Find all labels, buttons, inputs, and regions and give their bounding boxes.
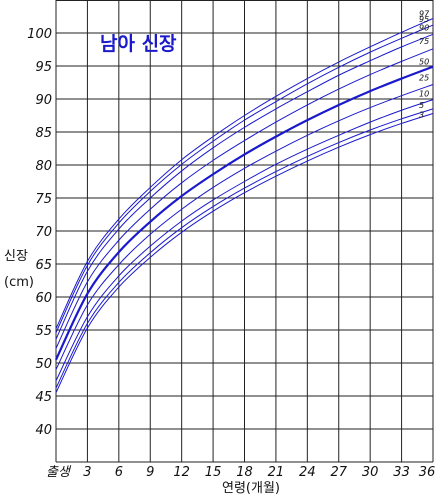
percentile-label-90: 90 — [419, 23, 429, 32]
y-tick-label: 65 — [35, 258, 52, 273]
x-tick-label: 24 — [299, 465, 316, 480]
x-tick-label: 36 — [419, 465, 435, 480]
x-axis-label: 연령(개월) — [222, 481, 280, 496]
y-tick-label: 40 — [35, 423, 52, 438]
y-tick-label: 100 — [27, 27, 52, 42]
x-tick-label: 9 — [146, 465, 154, 480]
chart-title: 남아 신장 — [100, 33, 177, 55]
y-tick-labels: 40 45 50 55 60 65 70 75 80 85 90 95 100 — [27, 27, 52, 438]
y-tick-label: 70 — [35, 225, 52, 240]
percentile-label-75: 75 — [419, 37, 429, 46]
y-axis-unit: (cm) — [4, 275, 34, 290]
y-tick-label: 85 — [35, 126, 52, 141]
percentile-line-3 — [55, 113, 434, 393]
percentile-line-97 — [55, 18, 434, 329]
percentile-label-10: 10 — [419, 90, 429, 99]
percentile-label-5: 5 — [419, 101, 424, 110]
x-tick-label: 30 — [362, 465, 379, 480]
percentile-line-25 — [55, 84, 434, 370]
x-tick-label: 3 — [83, 465, 91, 480]
grid — [55, 0, 434, 463]
y-axis-label: 신장 — [4, 249, 28, 264]
x-tick-label: 15 — [205, 465, 222, 480]
percentile-lines — [55, 18, 434, 393]
percentile-line-95 — [55, 24, 434, 333]
y-tick-label: 80 — [35, 159, 52, 174]
percentile-line-90 — [55, 33, 434, 340]
x-tick-label: 21 — [268, 465, 285, 480]
x-tick-label: 18 — [236, 465, 253, 480]
y-tick-label: 50 — [35, 357, 52, 372]
percentile-label-50: 50 — [419, 58, 429, 67]
y-tick-label: 90 — [35, 93, 52, 108]
percentile-label-95: 95 — [419, 15, 429, 24]
y-tick-label: 55 — [35, 324, 52, 339]
y-tick-label: 75 — [35, 192, 52, 207]
percentile-label-3: 3 — [419, 111, 424, 120]
percentile-line-10 — [55, 99, 434, 382]
y-tick-label: 60 — [35, 291, 52, 306]
x-tick-label: 12 — [173, 465, 190, 480]
x-tick-label: 33 — [393, 465, 410, 480]
percentile-line-50 — [55, 65, 434, 361]
x-tick-labels: 출생 3 6 9 12 15 18 21 24 27 30 33 36 — [46, 465, 435, 480]
x-tick-label: 6 — [115, 465, 123, 480]
percentile-label-97: 97 — [419, 9, 430, 18]
x-tick-label: 27 — [330, 465, 347, 480]
y-tick-label: 45 — [35, 390, 52, 405]
percentile-label-25: 25 — [419, 73, 429, 82]
y-tick-label: 95 — [35, 60, 52, 75]
percentile-line-75 — [55, 48, 434, 349]
percentile-line-5 — [55, 108, 434, 389]
x-tick-label: 출생 — [46, 465, 72, 480]
